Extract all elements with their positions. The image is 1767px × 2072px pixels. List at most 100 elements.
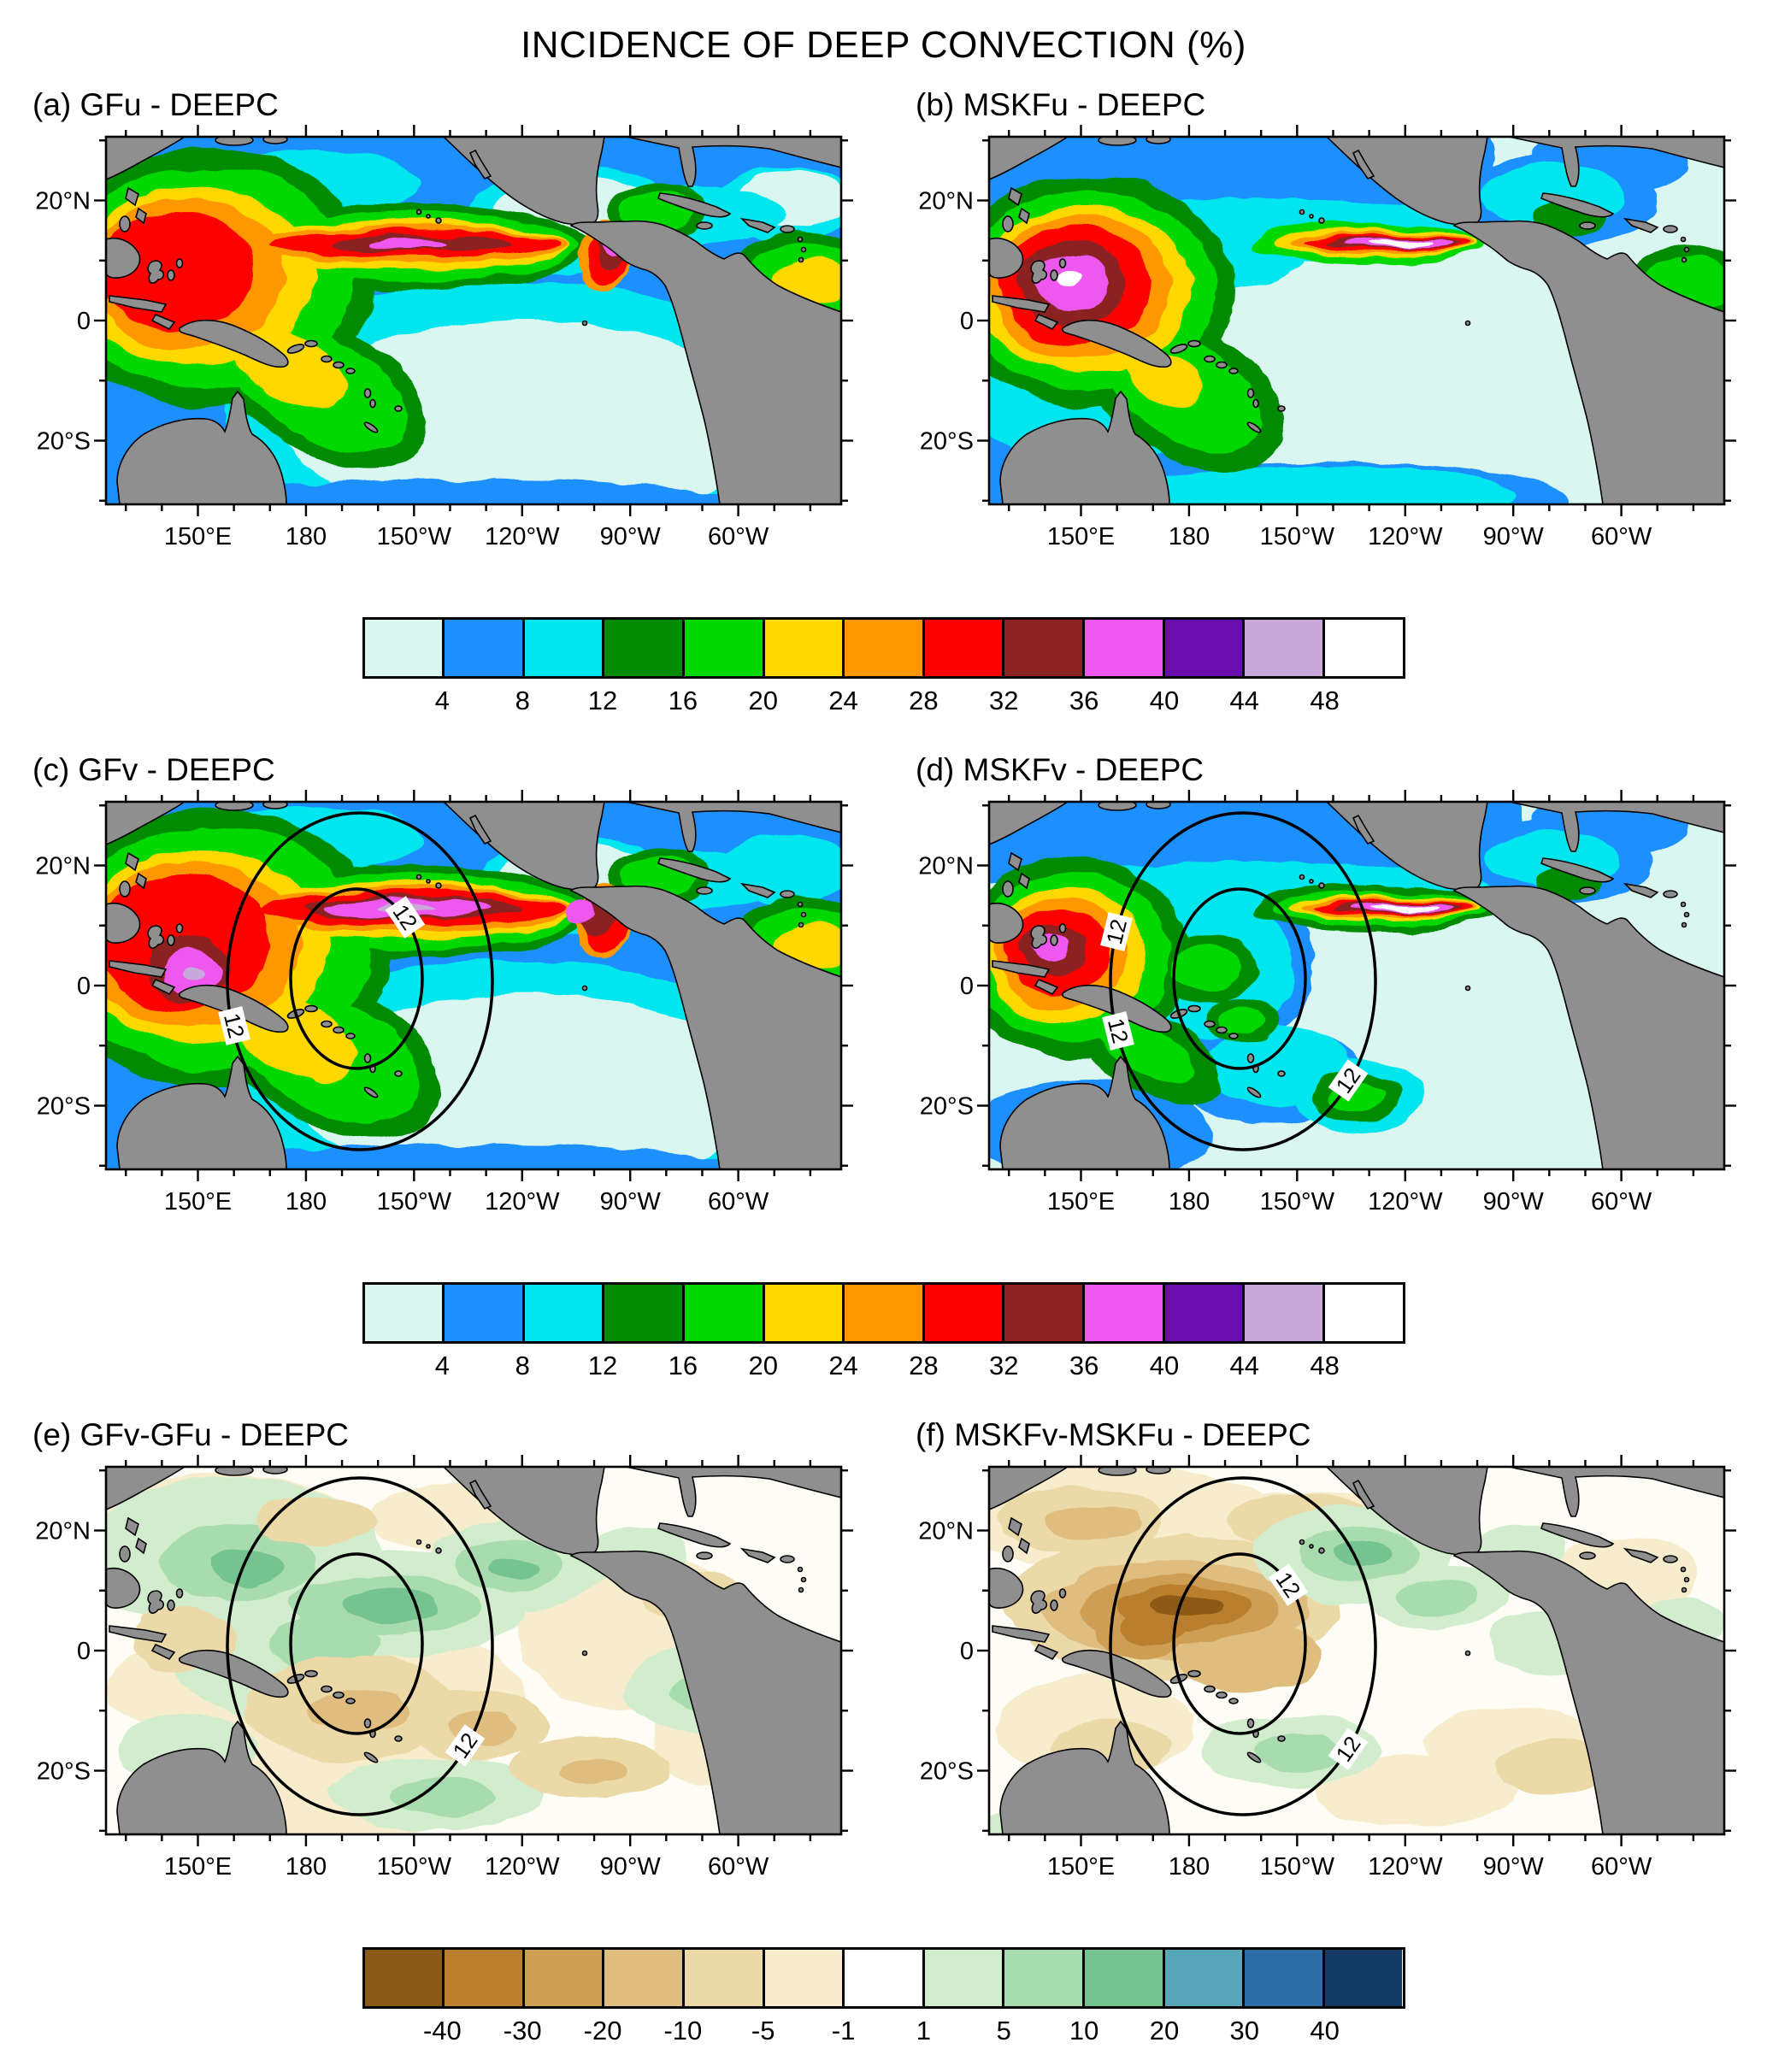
axis-tick-label: 90°W <box>1483 523 1545 550</box>
axis-tick-label: 180 <box>1169 523 1210 550</box>
colorbar-tick-label: 40 <box>1149 1351 1180 1380</box>
colorbar-tick-label: 20 <box>748 1351 778 1380</box>
axis-tick-label: 60°W <box>1591 1853 1652 1881</box>
colorbar-cell <box>764 1285 845 1341</box>
colorbar-cell <box>1324 620 1403 676</box>
contour-label-text: 12 <box>219 1010 250 1040</box>
colorbar-cell <box>364 1950 445 2006</box>
colorbar-cell <box>604 1285 685 1341</box>
axis-tick-label: 60°W <box>1591 1188 1652 1216</box>
colorbar-cell <box>1004 1285 1085 1341</box>
colorbar-tick-label: 30 <box>1229 2016 1260 2046</box>
axis-tick-label: 20°S <box>920 1093 974 1121</box>
axis-tick-label: 20°N <box>35 1518 91 1545</box>
colorbar-cell <box>524 620 605 676</box>
axis-tick-label: 90°W <box>600 1853 662 1881</box>
panel-d-title: (d) MSKFv - DEEPC <box>916 752 1205 787</box>
axis-tick-label: 60°W <box>1591 523 1652 550</box>
colorbar-incidence-middle: 4 8 12 16 20 24 28 32 36 40 44 48 <box>362 1282 1405 1386</box>
axis-tick-label: 150°W <box>1260 1188 1335 1216</box>
panel-d: (d) MSKFv - DEEPC <box>883 742 1766 1269</box>
colorbar-tick-label: -5 <box>751 2016 775 2046</box>
colorbar-cell <box>1164 1285 1246 1341</box>
axis-tick-label: 180 <box>1169 1853 1210 1881</box>
panel-f: (f) MSKFv-MSKFu - DEEPC <box>883 1407 1766 1934</box>
axis-ticks: 150°E 180 150°W 120°W 90°W 60°W 20°N 0 20°S <box>918 1455 1736 1881</box>
axis-tick-label: 180 <box>286 1853 327 1881</box>
colorbar-tick-label: 28 <box>909 1351 939 1380</box>
colorbar <box>362 617 1405 679</box>
colorbar-cell <box>845 620 925 676</box>
panel-a-title: (a) GFu - DEEPC <box>32 87 279 122</box>
axis-tick-label: 180 <box>1169 1188 1210 1216</box>
colorbar-cell <box>445 1950 525 2006</box>
colorbar-cell <box>1245 620 1325 676</box>
axis-ticks: 150°E 180 150°W 120°W 90°W 60°W 20°N 0 20°S <box>35 790 853 1216</box>
colorbar-tick-label: 36 <box>1069 686 1099 715</box>
colorbar-tick-label: 10 <box>1069 2016 1099 2046</box>
axis-tick-label: 90°W <box>600 1188 662 1216</box>
axis-tick-label: 150°W <box>377 523 452 550</box>
contour-label-text: 12 <box>1101 916 1132 946</box>
colorbar-cell <box>845 1285 925 1341</box>
axis-tick-label: 180 <box>286 523 327 550</box>
colorbar <box>362 1947 1405 2009</box>
colorbar-cell <box>1245 1285 1325 1341</box>
panel-f-title: (f) MSKFv-MSKFu - DEEPC <box>916 1417 1311 1452</box>
axis-tick-label: 150°W <box>377 1188 452 1216</box>
colorbar-tick-label: 8 <box>515 1351 530 1380</box>
colorbar-cell <box>684 620 765 676</box>
axis-tick-label: 150°E <box>1047 1188 1115 1216</box>
colorbar-cell <box>524 1285 605 1341</box>
colorbar-cell <box>684 1950 765 2006</box>
panel-row-2: (c) GFv - DEEPC <box>0 742 1767 1269</box>
axis-tick-label: 20°S <box>37 428 91 456</box>
colorbar-labels: 4 8 12 16 20 24 28 32 36 40 44 48 <box>362 679 1405 721</box>
axis-tick-label: 0 <box>960 308 974 335</box>
axis-tick-label: 20°S <box>37 1093 91 1121</box>
axis-tick-label: 0 <box>960 973 974 1000</box>
colorbar-tick-label: 28 <box>909 686 939 715</box>
colorbar-tick-label: 1 <box>916 2016 932 2046</box>
colorbar-tick-label: 24 <box>828 686 858 715</box>
colorbar-tick-label: 4 <box>434 1351 450 1380</box>
axis-ticks: 150°E 180 150°W 120°W 90°W 60°W 20°N 0 20°S <box>918 125 1736 550</box>
axis-tick-label: 120°W <box>1368 523 1443 550</box>
colorbar-cell <box>1324 1285 1403 1341</box>
colorbar-cell <box>764 620 845 676</box>
colorbar-tick-label: -30 <box>503 2016 542 2046</box>
colorbar-cell <box>924 620 1005 676</box>
contour-overlay: 12 12 12 <box>1100 811 1377 1151</box>
panel-a: (a) GFu - DEEPC <box>0 77 883 603</box>
axis-tick-label: 0 <box>77 973 91 1000</box>
panel-b-title: (b) MSKFu - DEEPC <box>916 87 1206 122</box>
colorbar-tick-label: 44 <box>1229 1351 1260 1380</box>
colorbar-cell <box>364 1285 445 1341</box>
colorbar-tick-label: 8 <box>515 686 530 715</box>
colorbar-cell <box>364 620 445 676</box>
colorbar <box>362 1282 1405 1344</box>
colorbar-tick-label: 36 <box>1069 1351 1099 1380</box>
axis-tick-label: 90°W <box>600 523 662 550</box>
colorbar-tick-label: 40 <box>1149 686 1180 715</box>
colorbar-tick-label: -10 <box>663 2016 703 2046</box>
colorbar-cell <box>1004 1950 1085 2006</box>
colorbar-cell <box>604 1950 685 2006</box>
colorbar-cell <box>524 1950 605 2006</box>
colorbar-tick-label: 16 <box>668 1351 698 1380</box>
axis-ticks: 150°E 180 150°W 120°W 90°W 60°W 20°N 0 20°S <box>918 790 1736 1216</box>
colorbar-labels: 4 8 12 16 20 24 28 32 36 40 44 48 <box>362 1344 1405 1386</box>
colorbar-cell <box>1084 1285 1165 1341</box>
colorbar-cell <box>924 1285 1005 1341</box>
panel-b: (b) MSKFu - DEEPC <box>883 77 1766 603</box>
panel-c: (c) GFv - DEEPC <box>0 742 883 1269</box>
colorbar-tick-label: 24 <box>828 1351 858 1380</box>
panel-e-title: (e) GFv-GFu - DEEPC <box>32 1417 350 1452</box>
colorbar-cell <box>684 1285 765 1341</box>
colorbar-cell <box>1164 1950 1246 2006</box>
axis-tick-label: 20°S <box>920 1758 974 1786</box>
axis-tick-label: 180 <box>286 1188 327 1216</box>
axis-tick-label: 120°W <box>485 1853 560 1881</box>
colorbar-tick-label: 40 <box>1310 2016 1340 2046</box>
